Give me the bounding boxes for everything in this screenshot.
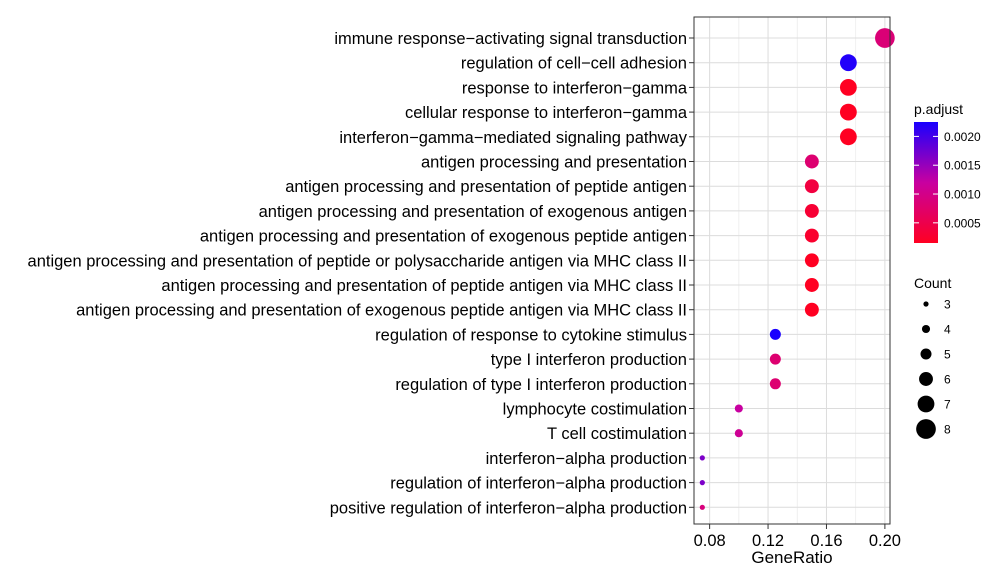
size-legend-dot [916, 419, 936, 439]
panel-border [693, 16, 891, 525]
size-legend-label: 4 [944, 323, 951, 337]
data-point [769, 328, 781, 340]
data-point [769, 378, 781, 390]
size-legend-label: 7 [944, 398, 951, 412]
y-tick-label: antigen processing and presentation [421, 154, 687, 172]
size-legend-dot [917, 395, 935, 413]
y-tick-label: antigen processing and presentation of p… [161, 277, 687, 295]
data-point [804, 253, 819, 268]
data-point [804, 203, 819, 218]
y-tick-label: antigen processing and presentation of p… [285, 178, 687, 196]
size-legend-label: 6 [944, 373, 951, 387]
y-tick-label: response to interferon−gamma [462, 79, 688, 97]
y-tick-label: type I interferon production [491, 351, 687, 369]
data-point [734, 429, 743, 438]
y-tick-label: antigen processing and presentation of e… [200, 228, 687, 246]
data-point [699, 504, 705, 510]
color-legend-title: p.adjust [914, 101, 963, 117]
y-tick-label: positive regulation of interferon−alpha … [330, 499, 687, 517]
color-bar-tick-label: 0.0010 [944, 188, 981, 202]
x-axis-title: GeneRatio [751, 548, 832, 567]
y-tick-label: T cell costimulation [547, 425, 687, 443]
data-point [875, 28, 895, 48]
size-legend-label: 3 [944, 298, 951, 312]
y-tick-label: interferon−gamma−mediated signaling path… [339, 129, 687, 147]
size-legend-dot [919, 372, 933, 386]
y-tick-label: interferon−alpha production [486, 450, 687, 468]
x-tick-label: 0.12 [752, 532, 784, 550]
data-point [699, 480, 705, 486]
y-tick-label: regulation of cell−cell adhesion [461, 55, 687, 73]
y-tick-label: antigen processing and presentation of e… [259, 203, 687, 221]
y-tick-label: regulation of type I interferon producti… [395, 376, 687, 394]
grid-minor [738, 17, 857, 524]
data-point [839, 54, 857, 72]
data-point [804, 228, 819, 243]
size-legend-label: 8 [944, 423, 951, 437]
y-tick-label: regulation of response to cytokine stimu… [375, 326, 687, 344]
color-bar-ticks: 0.0020 0.0015 0.0010 0.0005 [914, 130, 981, 230]
x-tick-label: 0.16 [810, 532, 842, 550]
data-points [699, 28, 895, 510]
data-point [839, 79, 857, 96]
size-legend-title: Count [914, 275, 951, 291]
y-tick-label: cellular response to interferon−gamma [405, 104, 688, 122]
data-point [804, 179, 819, 194]
y-tick-label: antigen processing and presentation of p… [28, 252, 687, 270]
panel-background [694, 17, 890, 524]
color-bar-tick-label: 0.0015 [944, 159, 981, 173]
color-bar-tick-label: 0.0020 [944, 130, 981, 144]
data-point [734, 404, 743, 413]
y-axis: immune response−activating signal transd… [28, 30, 694, 517]
y-tick-label: regulation of interferon−alpha productio… [390, 475, 687, 493]
x-tick-label: 0.20 [869, 532, 901, 550]
grid-major [694, 17, 890, 524]
size-legend-items: 3 4 5 6 7 8 [916, 298, 951, 439]
y-tick-label: antigen processing and presentation of e… [76, 302, 687, 320]
data-point [804, 302, 819, 317]
x-axis: 0.08 0.12 0.16 0.20 [694, 524, 901, 550]
size-legend-dot [923, 301, 929, 307]
color-legend: p.adjust 0.0020 0.0015 0.0010 0.0005 [914, 101, 981, 243]
color-bar [914, 122, 938, 243]
data-point [699, 455, 705, 461]
data-point [804, 154, 819, 169]
size-legend-label: 5 [944, 348, 951, 362]
size-legend-dot [920, 348, 932, 360]
size-legend: Count 3 4 5 6 7 8 [914, 275, 951, 439]
data-point [839, 128, 857, 146]
data-point [769, 353, 781, 365]
data-point [804, 278, 819, 292]
size-legend-dot [921, 324, 931, 334]
y-tick-label: immune response−activating signal transd… [334, 30, 687, 48]
x-tick-label: 0.08 [694, 532, 726, 550]
color-bar-tick-label: 0.0005 [944, 216, 981, 230]
data-point [839, 103, 857, 121]
y-tick-label: lymphocyte costimulation [503, 401, 687, 419]
